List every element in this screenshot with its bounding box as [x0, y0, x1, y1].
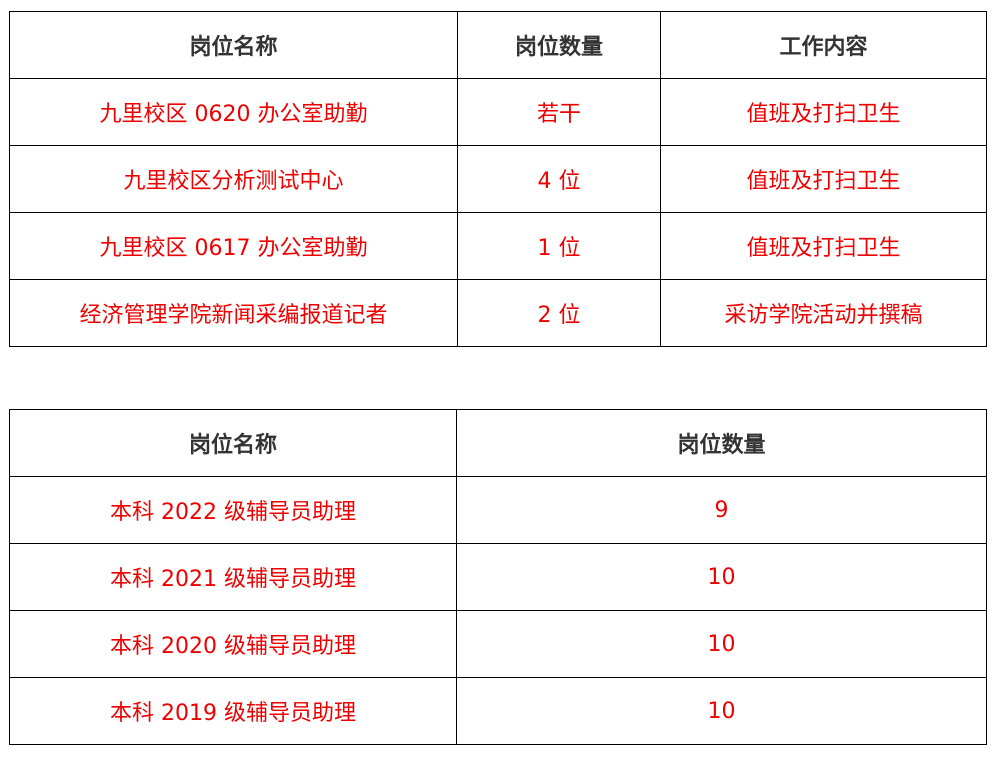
header-work-content: 工作内容 — [660, 11, 987, 79]
table-header-row: 岗位名称 岗位数量 — [9, 409, 987, 477]
table-row: 九里校区 0617 办公室助勤 1 位 值班及打扫卫生 — [9, 212, 987, 280]
assistant-positions-table: 岗位名称 岗位数量 本科 2022 级辅导员助理 9 本科 2021 级辅导员助… — [9, 409, 987, 745]
header-position-count: 岗位数量 — [457, 11, 661, 79]
positions-table: 岗位名称 岗位数量 工作内容 九里校区 0620 办公室助勤 若干 值班及打扫卫… — [9, 11, 987, 347]
position-count: 10 — [456, 677, 987, 745]
position-name: 经济管理学院新闻采编报道记者 — [9, 279, 458, 347]
position-count: 10 — [456, 543, 987, 611]
table-row: 经济管理学院新闻采编报道记者 2 位 采访学院活动并撰稿 — [9, 279, 987, 347]
table-row: 本科 2022 级辅导员助理 9 — [9, 476, 987, 544]
position-name: 本科 2021 级辅导员助理 — [9, 543, 457, 611]
table-header-row: 岗位名称 岗位数量 工作内容 — [9, 11, 987, 79]
position-name: 本科 2020 级辅导员助理 — [9, 610, 457, 678]
position-name: 本科 2022 级辅导员助理 — [9, 476, 457, 544]
position-count: 若干 — [457, 78, 661, 146]
position-name: 本科 2019 级辅导员助理 — [9, 677, 457, 745]
work-content: 采访学院活动并撰稿 — [660, 279, 987, 347]
position-name: 九里校区 0620 办公室助勤 — [9, 78, 458, 146]
position-count: 4 位 — [457, 145, 661, 213]
header-position-count: 岗位数量 — [456, 409, 987, 477]
header-position-name: 岗位名称 — [9, 11, 458, 79]
table-row: 本科 2020 级辅导员助理 10 — [9, 610, 987, 678]
position-count: 2 位 — [457, 279, 661, 347]
work-content: 值班及打扫卫生 — [660, 145, 987, 213]
table-row: 九里校区 0620 办公室助勤 若干 值班及打扫卫生 — [9, 78, 987, 146]
position-count: 10 — [456, 610, 987, 678]
table-row: 九里校区分析测试中心 4 位 值班及打扫卫生 — [9, 145, 987, 213]
position-count: 9 — [456, 476, 987, 544]
table-row: 本科 2019 级辅导员助理 10 — [9, 677, 987, 745]
work-content: 值班及打扫卫生 — [660, 78, 987, 146]
work-content: 值班及打扫卫生 — [660, 212, 987, 280]
position-name: 九里校区分析测试中心 — [9, 145, 458, 213]
table-row: 本科 2021 级辅导员助理 10 — [9, 543, 987, 611]
position-name: 九里校区 0617 办公室助勤 — [9, 212, 458, 280]
position-count: 1 位 — [457, 212, 661, 280]
header-position-name: 岗位名称 — [9, 409, 457, 477]
